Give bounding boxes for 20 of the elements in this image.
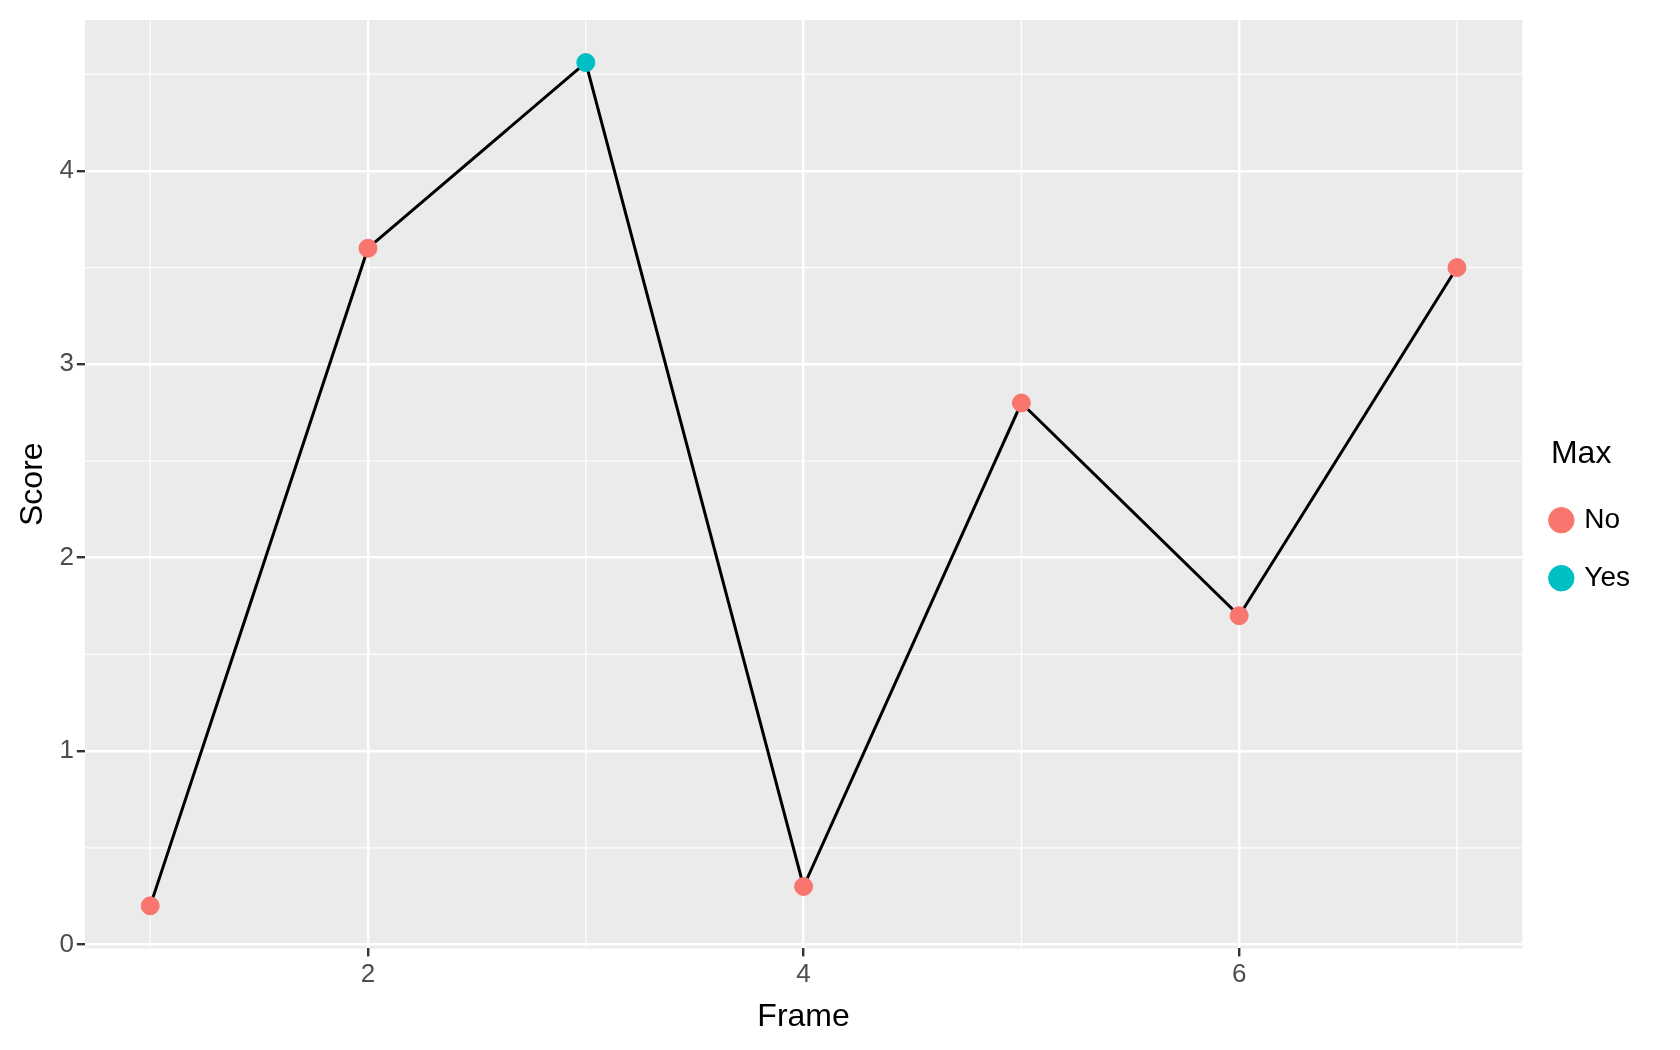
y-tick-label: 3 xyxy=(59,347,74,378)
legend-title: Max xyxy=(1550,433,1612,470)
point xyxy=(358,238,378,258)
point xyxy=(576,53,596,73)
x-tick-label: 2 xyxy=(360,958,376,989)
y-tick-label: 4 xyxy=(59,154,74,185)
legend-label: No xyxy=(1584,502,1621,534)
x-axis-title: Frame xyxy=(757,996,850,1033)
x-tick-label: 6 xyxy=(1231,958,1247,989)
y-tick-label: 1 xyxy=(59,734,74,765)
y-tick-label: 0 xyxy=(59,927,74,958)
point xyxy=(1011,393,1031,413)
point xyxy=(140,896,160,916)
x-tick-label: 4 xyxy=(796,958,811,989)
point xyxy=(794,877,814,897)
y-axis-title: Score xyxy=(13,442,50,526)
point xyxy=(1229,606,1249,626)
y-tick-label: 2 xyxy=(59,540,74,571)
legend-label: Yes xyxy=(1584,560,1631,592)
point xyxy=(1447,258,1467,278)
